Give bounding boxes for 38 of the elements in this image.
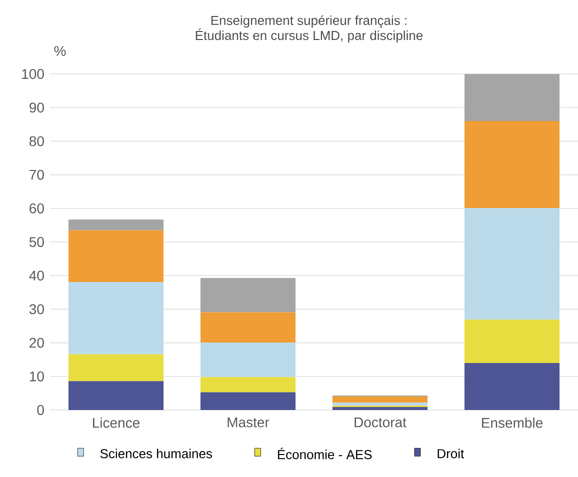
x-tick-label: Master — [228, 418, 270, 428]
legend-label: Économie - AES — [278, 448, 372, 460]
y-tick-label: 60 — [30, 203, 44, 214]
y-tick-label: 90 — [30, 102, 44, 113]
y-tick-label: 100 — [22, 69, 44, 79]
bar — [68, 381, 164, 410]
y-tick-label: 80 — [30, 136, 44, 146]
bar — [68, 282, 164, 354]
bar — [332, 396, 428, 403]
bar — [464, 320, 560, 363]
y-tick-label: 10 — [30, 371, 44, 382]
bar — [200, 392, 296, 410]
y-tick-label: 70 — [30, 170, 44, 180]
y-tick-label: 0 — [37, 405, 44, 415]
y-tick-label: 40 — [29, 270, 44, 281]
bar — [68, 230, 164, 282]
bar — [464, 208, 560, 320]
bar — [332, 402, 428, 406]
y-axis-title: % — [54, 46, 66, 56]
x-tick-label: Ensemble — [482, 418, 542, 428]
bar — [464, 362, 560, 410]
y-tick-label: 20 — [30, 338, 44, 348]
legend-label: Sciences humaines — [100, 448, 212, 458]
bar — [200, 278, 296, 312]
bar — [332, 406, 428, 410]
x-tick-label: Licence — [93, 418, 140, 428]
legend-label: Droit — [438, 448, 464, 458]
bar — [68, 354, 164, 382]
bar — [464, 121, 560, 208]
bar — [200, 377, 296, 392]
bar — [464, 74, 560, 122]
x-tick-label: Doctorat — [354, 418, 406, 428]
bar — [200, 342, 296, 378]
bar — [200, 312, 296, 342]
bar — [68, 219, 164, 230]
chart-title: Enseignement supérieur français : Étudiants en cursus LMD, par discipline — [196, 15, 423, 43]
y-tick-label: 30 — [29, 304, 44, 314]
y-tick-label: 50 — [29, 237, 44, 247]
